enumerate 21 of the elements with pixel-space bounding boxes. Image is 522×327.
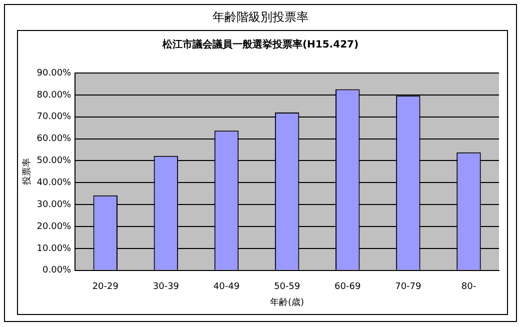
x-tick-label: 50-59 [274, 282, 300, 292]
x-tick-label: 20-29 [92, 282, 119, 292]
x-tick-label: 60-69 [334, 282, 361, 292]
y-tick-label: 70.00% [36, 112, 72, 122]
x-tick-label: 80- [461, 282, 476, 292]
y-tick-label: 30.00% [36, 200, 72, 210]
x-tick-label: 40-49 [213, 282, 240, 292]
x-tick-label: 70-79 [395, 282, 422, 292]
chart-subtitle: 松江市議会議員一般選挙投票率(H15.427) [161, 38, 359, 51]
x-axis-title: 年齢(歳) [270, 296, 304, 308]
x-tick-label: 30-39 [152, 282, 180, 292]
y-tick-label: 60.00% [36, 134, 72, 144]
y-tick-label: 0.00% [42, 266, 72, 276]
y-tick-label: 10.00% [36, 244, 72, 254]
y-tick-label: 40.00% [36, 178, 72, 188]
y-tick-label: 20.00% [36, 222, 72, 232]
y-axis-title: 投票率 [22, 158, 33, 186]
y-tick-label: 50.00% [36, 156, 72, 166]
chart-title: 年齢階級別投票率 [212, 9, 310, 26]
y-tick-label: 90.00% [36, 68, 72, 78]
y-tick-label: 80.00% [36, 90, 72, 100]
